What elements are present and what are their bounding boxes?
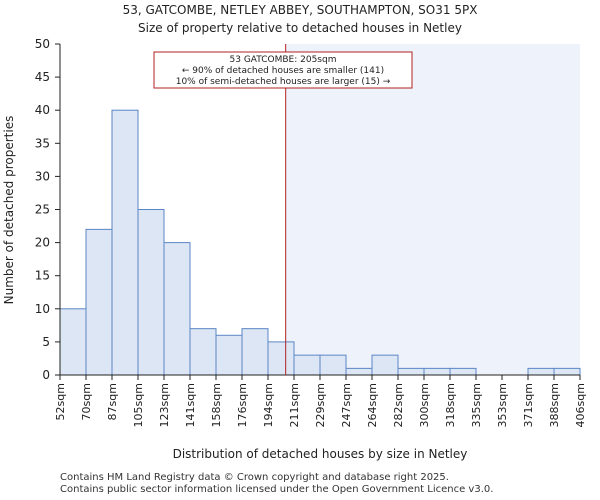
x-tick-label: 141sqm [184,383,197,427]
y-axis-label: Number of detached properties [2,116,16,305]
annotation-box: 53 GATCOMBE: 205sqm ← 90% of detached ho… [153,51,413,89]
annotation-border [153,51,413,89]
y-tick-label: 0 [42,368,50,382]
bar-52sqm [59,308,87,376]
bar-264sqm [371,354,399,376]
highlight-region [285,44,580,375]
x-tick-label: 105sqm [132,383,145,427]
x-tick-label: 282sqm [392,383,405,427]
bar-158sqm [215,334,243,376]
x-tick-label: 335sqm [470,383,483,427]
y-tick-label: 45 [35,70,50,84]
bar-123sqm [163,242,191,376]
bar-211sqm [293,354,321,376]
x-tick-label: 264sqm [366,383,379,427]
plot-area: 0 5 10 15 20 25 30 35 40 45 50 52sqm 70sqm 87sqm 105sq… [35,37,587,427]
annotation-smaller: ← 90% of detached houses are smaller (14… [182,66,384,76]
annotation-title: 53 GATCOMBE: 205sqm [230,55,337,65]
x-tick-label: 406sqm [574,383,587,427]
x-tick-label: 87sqm [106,383,119,420]
x-tick-label: 229sqm [314,383,327,427]
footer-copyright: Contains HM Land Registry data © Crown c… [60,472,449,483]
bar-105sqm [137,209,165,376]
x-tick-label: 318sqm [444,383,457,427]
y-tick-label: 20 [35,236,50,250]
y-tick-label: 35 [35,136,50,150]
y-tick-label: 40 [35,103,50,117]
y-tick-label: 5 [42,335,50,349]
bar-318sqm [449,367,477,376]
y-tick-label: 30 [35,169,50,183]
x-tick-label: 194sqm [262,383,275,427]
chart-subtitle: Size of property relative to detached ho… [138,21,462,35]
x-axis-label: Distribution of detached houses by size … [173,447,468,461]
x-tick-label: 353sqm [496,383,509,427]
bar-87sqm [111,109,139,376]
bar-229sqm [319,354,347,376]
x-tick-label: 176sqm [236,383,249,427]
x-tick-label: 247sqm [340,383,353,427]
bar-194sqm [267,341,295,376]
bar-388sqm [553,367,581,376]
chart-title: 53, GATCOMBE, NETLEY ABBEY, SOUTHAMPTON,… [123,3,478,17]
x-tick-label: 70sqm [80,383,93,420]
y-tick-label: 50 [35,37,50,51]
bar-141sqm [189,328,217,376]
y-tick-label: 25 [35,203,50,217]
x-tick-label: 52sqm [54,383,67,420]
x-tick-label: 371sqm [522,383,535,427]
annotation-larger: 10% of semi-detached houses are larger (… [176,77,391,87]
x-tick-label: 123sqm [158,383,171,427]
bar-176sqm [241,328,269,376]
x-tick-label: 388sqm [548,383,561,427]
x-tick-label: 211sqm [288,383,301,427]
x-tick-label: 300sqm [418,383,431,427]
bar-371sqm [527,367,555,376]
y-tick-label: 10 [35,302,50,316]
bar-300sqm [423,367,451,376]
x-tick-label: 158sqm [210,383,223,427]
y-tick-label: 15 [35,269,50,283]
bar-282sqm [397,367,425,376]
bar-247sqm [345,367,373,376]
bar-70sqm [85,228,113,376]
footer-licence: Contains public sector information licen… [60,484,494,495]
